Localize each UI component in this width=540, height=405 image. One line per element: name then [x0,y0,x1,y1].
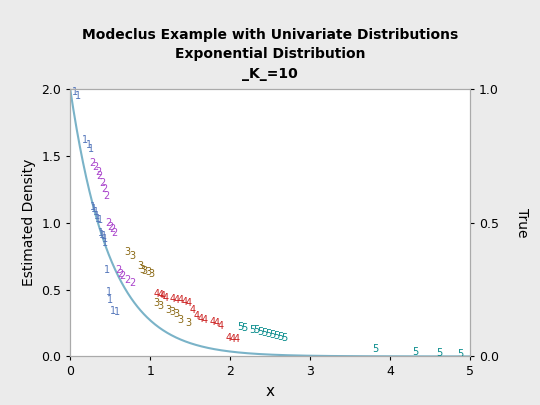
Text: 2: 2 [102,184,107,194]
Text: 2: 2 [99,178,105,188]
Text: 1: 1 [95,214,101,224]
Text: 4: 4 [198,314,204,324]
Text: 3: 3 [130,251,136,261]
Text: 5: 5 [241,323,247,333]
Text: 5: 5 [277,332,284,342]
Text: 3: 3 [153,298,160,308]
Text: 2: 2 [115,264,122,275]
Text: 4: 4 [185,298,192,308]
Text: 1: 1 [104,264,110,275]
Text: 2: 2 [97,171,103,181]
Text: 1: 1 [113,307,120,317]
Text: 1: 1 [72,87,78,97]
Text: 4: 4 [181,296,187,307]
Text: 2: 2 [105,218,112,228]
Text: 3: 3 [141,266,147,276]
Text: 3: 3 [185,318,192,328]
Text: 3: 3 [139,264,145,275]
Text: 1: 1 [100,231,107,241]
Text: 2: 2 [111,228,117,239]
Text: 3: 3 [148,269,155,279]
Text: 4: 4 [233,334,240,344]
Text: 2: 2 [95,167,102,177]
Text: 1: 1 [110,306,116,316]
Text: 1: 1 [93,207,99,217]
Text: 4: 4 [158,290,164,300]
Text: 3: 3 [170,307,176,317]
Text: 5: 5 [237,322,244,332]
Text: 1: 1 [90,202,96,212]
Text: 4: 4 [163,292,169,303]
Text: 3: 3 [145,267,152,277]
Title: Modeclus Example with Univariate Distributions
Exponential Distribution
_K_=10: Modeclus Example with Univariate Distrib… [82,28,458,81]
Text: 1: 1 [82,135,87,145]
Text: 5: 5 [257,327,264,337]
Text: 5: 5 [373,344,379,354]
Text: 4: 4 [210,317,215,327]
Text: 3: 3 [138,260,144,271]
Text: 2: 2 [117,269,124,279]
Text: 5: 5 [269,330,275,340]
Text: 1: 1 [93,211,100,221]
Text: 5: 5 [281,333,287,343]
X-axis label: x: x [266,384,274,399]
Text: 1: 1 [85,140,92,150]
Text: 2: 2 [103,191,109,201]
Text: 2: 2 [93,162,99,172]
Text: 4: 4 [218,321,224,330]
Text: 1: 1 [105,287,112,297]
Text: 5: 5 [261,328,267,338]
Text: 2: 2 [119,271,125,281]
Text: 5: 5 [457,349,463,359]
Text: 4: 4 [190,305,195,315]
Text: 1: 1 [102,234,107,244]
Text: 4: 4 [153,289,160,298]
Text: 4: 4 [213,318,220,328]
Text: 5: 5 [413,347,418,357]
Text: 1: 1 [88,144,94,154]
Text: 4: 4 [178,295,184,305]
Text: 2: 2 [90,158,96,168]
Text: 1: 1 [99,230,105,240]
Text: 1: 1 [91,205,97,214]
Text: 5: 5 [436,348,443,358]
Text: 4: 4 [173,295,180,305]
Y-axis label: True: True [516,208,530,237]
Text: 4: 4 [225,333,232,343]
Text: 2: 2 [130,278,136,288]
Text: 1: 1 [75,91,81,101]
Text: 1: 1 [107,295,113,305]
Text: 4: 4 [193,311,200,321]
Text: 4: 4 [230,334,235,344]
Text: 4: 4 [201,315,207,325]
Text: 1: 1 [102,238,109,248]
Text: 3: 3 [165,305,172,315]
Text: 3: 3 [158,301,164,311]
Text: 3: 3 [178,315,184,325]
Text: 1: 1 [97,215,103,225]
Text: 2: 2 [110,224,116,234]
Text: 5: 5 [265,329,272,339]
Text: 1: 1 [98,228,104,239]
Text: 3: 3 [173,309,180,319]
Text: 4: 4 [170,294,176,304]
Text: 2: 2 [125,275,131,285]
Text: 5: 5 [253,325,260,335]
Text: 3: 3 [125,247,131,257]
Text: 2: 2 [107,222,113,232]
Text: 5: 5 [273,331,280,341]
Y-axis label: Estimated Density: Estimated Density [22,159,36,286]
Text: 5: 5 [249,325,255,335]
Text: 4: 4 [160,291,166,301]
